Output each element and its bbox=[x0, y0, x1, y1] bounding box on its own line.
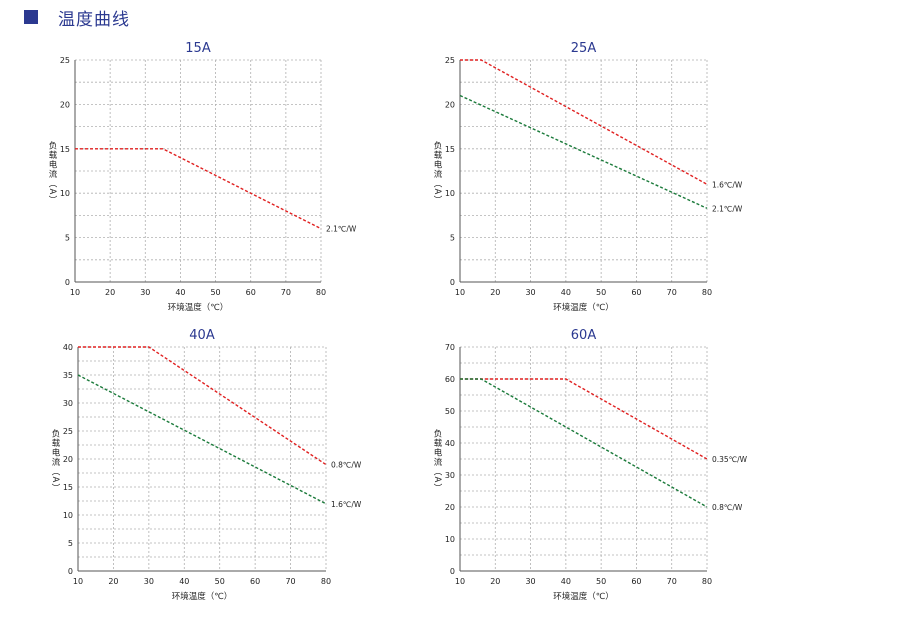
chart-3-x-tick-label: 20 bbox=[490, 577, 500, 586]
chart-2-x-tick-label: 60 bbox=[250, 577, 260, 586]
chart-3-y-axis-label: 负载电流（A） bbox=[432, 428, 442, 492]
chart-3-x-tick-label: 80 bbox=[702, 577, 712, 586]
chart-2-x-tick-label: 40 bbox=[179, 577, 189, 586]
chart-2-series-0-label: 0.8℃/W bbox=[331, 461, 362, 470]
chart-1-x-tick-label: 50 bbox=[596, 288, 606, 297]
chart-1-y-tick-label: 25 bbox=[445, 56, 455, 65]
chart-0-x-tick-label: 30 bbox=[140, 288, 150, 297]
chart-2-x-tick-label: 10 bbox=[73, 577, 83, 586]
chart-3-y-tick-label: 10 bbox=[445, 535, 455, 544]
chart-3-series-1-line bbox=[460, 378, 708, 508]
chart-0-y-tick-label: 15 bbox=[60, 145, 70, 154]
chart-25a: 25A 10 20 30 40 50 60 70 80 0 5 10 15 20 25 环境温度（℃） 负载电流… bbox=[432, 41, 743, 313]
chart-2-y-tick-label: 10 bbox=[63, 511, 73, 520]
chart-1-x-tick-label: 40 bbox=[561, 288, 571, 297]
chart-1-series-0-label: 1.6℃/W bbox=[712, 180, 743, 189]
chart-1-x-tick-label: 30 bbox=[525, 288, 535, 297]
chart-1-y-tick-label: 20 bbox=[445, 100, 455, 109]
chart-0-x-tick-label: 60 bbox=[246, 288, 256, 297]
chart-40a: 40A 10 20 30 40 50 60 70 80 0 5 10 15 20 25 30 35 40 环境温度（… bbox=[50, 328, 362, 602]
chart-0-y-tick-label: 10 bbox=[60, 189, 70, 198]
chart-2-title: 40A bbox=[189, 328, 215, 343]
section-header: 温度曲线 bbox=[24, 4, 130, 30]
chart-0-x-tick-label: 50 bbox=[210, 288, 220, 297]
chart-2-series-0-line bbox=[78, 346, 327, 466]
chart-3-x-axis-label: 环境温度（℃） bbox=[553, 591, 614, 602]
chart-0-x-tick-label: 40 bbox=[175, 288, 185, 297]
chart-1-x-tick-label: 20 bbox=[490, 288, 500, 297]
chart-0-y-tick-label: 25 bbox=[60, 56, 70, 65]
chart-1-series-0-line bbox=[460, 59, 708, 185]
chart-3-title: 60A bbox=[571, 328, 597, 343]
chart-3-y-tick-label: 30 bbox=[445, 471, 455, 480]
chart-2-y-tick-label: 35 bbox=[63, 371, 73, 380]
chart-2-series-1-line bbox=[77, 374, 327, 505]
chart-3-series-0-line bbox=[460, 378, 708, 460]
chart-2-y-tick-label: 5 bbox=[68, 539, 73, 548]
chart-1-y-axis-label: 负载电流（A） bbox=[432, 140, 442, 204]
chart-0-y-tick-label: 0 bbox=[65, 278, 70, 287]
chart-0-series-0-line bbox=[75, 148, 322, 230]
chart-1-y-tick-label: 5 bbox=[450, 234, 455, 243]
chart-2-x-tick-label: 20 bbox=[108, 577, 118, 586]
chart-0-series-0-label: 2.1℃/W bbox=[326, 225, 357, 234]
chart-0-title: 15A bbox=[185, 41, 211, 56]
chart-1-x-tick-label: 60 bbox=[631, 288, 641, 297]
chart-0-x-tick-label: 70 bbox=[281, 288, 291, 297]
chart-2-x-tick-label: 30 bbox=[144, 577, 154, 586]
chart-1-x-tick-label: 10 bbox=[455, 288, 465, 297]
chart-3-y-tick-label: 20 bbox=[445, 503, 455, 512]
chart-3-x-tick-label: 60 bbox=[631, 577, 641, 586]
chart-0-x-tick-label: 10 bbox=[70, 288, 80, 297]
chart-3-x-tick-label: 50 bbox=[596, 577, 606, 586]
chart-3-y-tick-label: 50 bbox=[445, 407, 455, 416]
chart-2-x-tick-label: 70 bbox=[285, 577, 295, 586]
chart-3-x-tick-label: 30 bbox=[525, 577, 535, 586]
chart-3-x-tick-label: 10 bbox=[455, 577, 465, 586]
chart-2-y-tick-label: 40 bbox=[63, 343, 73, 352]
chart-1-title: 25A bbox=[571, 41, 597, 56]
chart-0-x-tick-label: 80 bbox=[316, 288, 326, 297]
chart-2-x-tick-label: 50 bbox=[215, 577, 225, 586]
chart-1-x-tick-label: 80 bbox=[702, 288, 712, 297]
chart-2-y-tick-label: 15 bbox=[63, 483, 73, 492]
chart-0-x-axis-label: 环境温度（℃） bbox=[168, 302, 229, 313]
chart-2-x-tick-label: 80 bbox=[321, 577, 331, 586]
section-title: 温度曲线 bbox=[58, 9, 130, 30]
chart-3-series-0-label: 0.35℃/W bbox=[712, 455, 748, 464]
chart-1-x-tick-label: 70 bbox=[667, 288, 677, 297]
chart-2-series-1-label: 1.6℃/W bbox=[331, 500, 362, 509]
chart-1-y-tick-label: 0 bbox=[450, 278, 455, 287]
chart-2-y-tick-label: 30 bbox=[63, 399, 73, 408]
chart-2-y-tick-label: 0 bbox=[68, 567, 73, 576]
chart-1-x-axis-label: 环境温度（℃） bbox=[553, 302, 614, 313]
chart-3-y-tick-label: 70 bbox=[445, 343, 455, 352]
chart-1-y-tick-label: 15 bbox=[445, 145, 455, 154]
chart-0-y-tick-label: 5 bbox=[65, 234, 70, 243]
chart-15a: 15A 10 20 30 40 50 60 70 80 0 5 10 15 20 25 环境温度（℃） 负载电流… bbox=[47, 41, 357, 313]
chart-3-x-tick-label: 40 bbox=[561, 577, 571, 586]
chart-2-y-tick-label: 20 bbox=[63, 455, 73, 464]
chart-0-y-axis-label: 负载电流（A） bbox=[47, 140, 57, 204]
chart-2-y-axis-label: 负载电流（A） bbox=[50, 428, 60, 492]
chart-3-x-tick-label: 70 bbox=[667, 577, 677, 586]
chart-3-y-tick-label: 40 bbox=[445, 439, 455, 448]
square-icon bbox=[24, 10, 38, 24]
chart-1-series-1-label: 2.1℃/W bbox=[712, 204, 743, 213]
chart-1-y-tick-label: 10 bbox=[445, 189, 455, 198]
chart-0-x-tick-label: 20 bbox=[105, 288, 115, 297]
chart-3-y-tick-label: 60 bbox=[445, 375, 455, 384]
chart-2-y-tick-label: 25 bbox=[63, 427, 73, 436]
chart-1-series-1-line bbox=[459, 94, 708, 209]
chart-3-y-tick-label: 0 bbox=[450, 567, 455, 576]
chart-0-y-tick-label: 20 bbox=[60, 100, 70, 109]
chart-3-series-1-label: 0.8℃/W bbox=[712, 503, 743, 512]
chart-2-x-axis-label: 环境温度（℃） bbox=[172, 591, 233, 602]
